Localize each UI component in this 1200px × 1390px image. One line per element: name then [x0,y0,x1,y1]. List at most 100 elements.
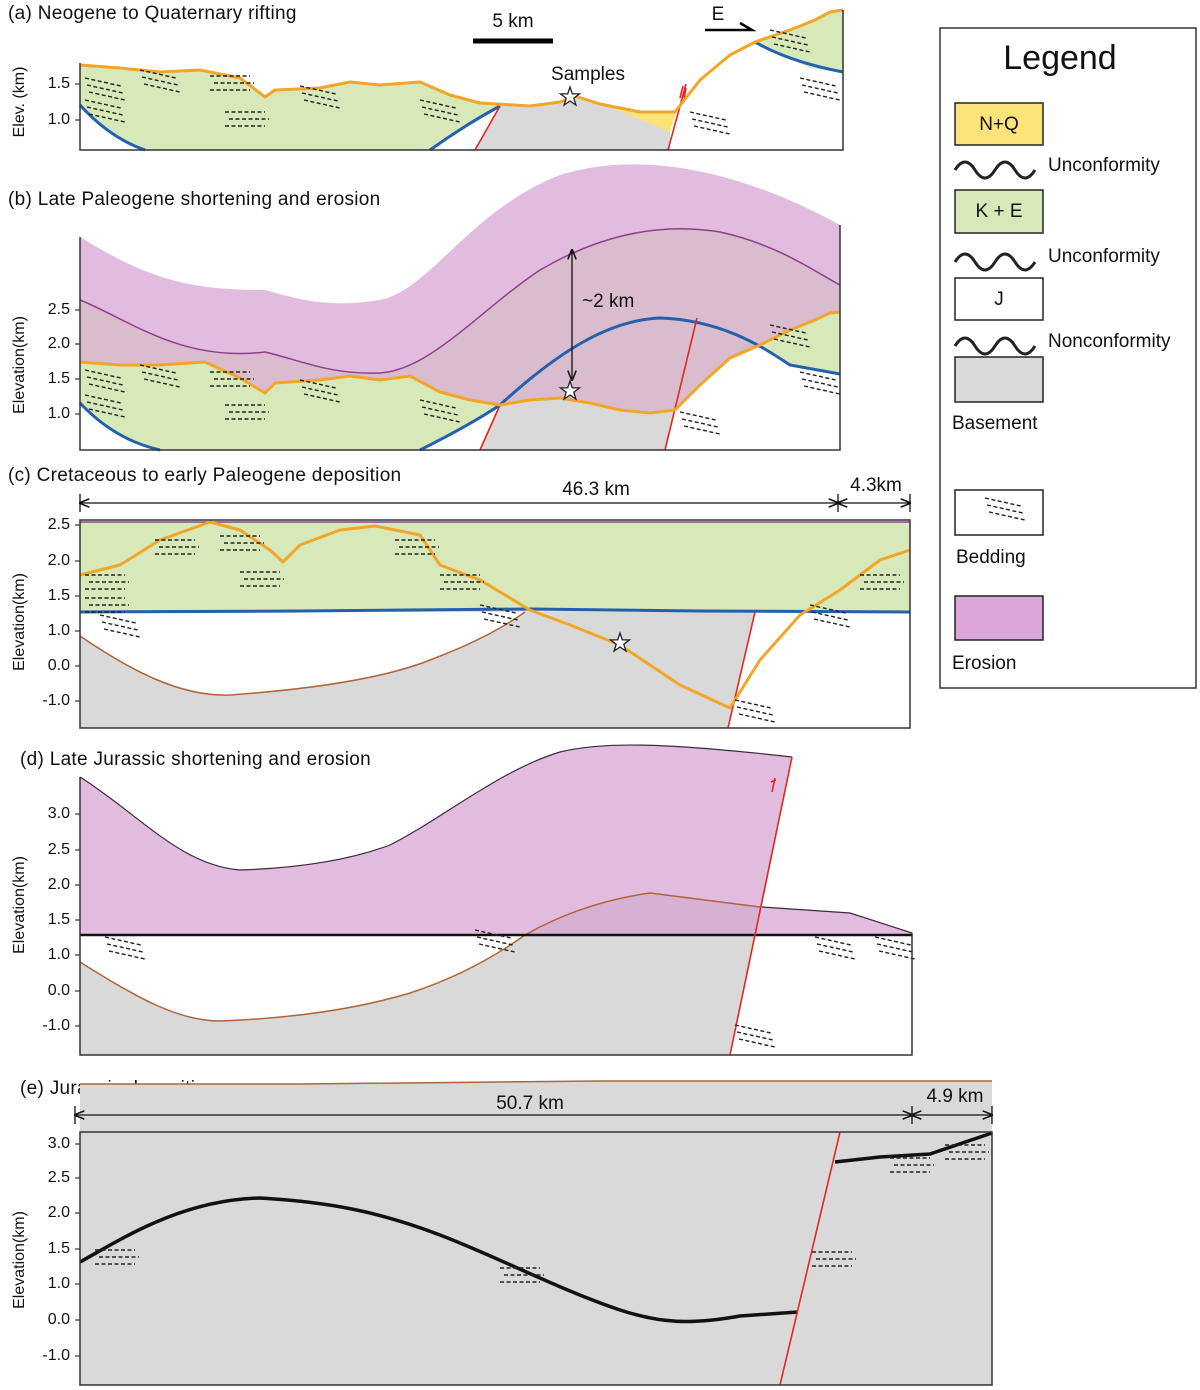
panel-title: (a) Neogene to Quaternary rifting [8,3,297,24]
legend-label: N+Q [979,114,1019,135]
y-tick-label: 2.0 [48,876,70,893]
y-tick-label: 1.0 [48,946,70,963]
y-tick-label: 2.0 [48,1204,70,1221]
y-tick-label: 1.5 [48,75,70,92]
basement [80,612,755,728]
legend-title: Legend [1003,39,1116,77]
kE-layer [80,362,500,450]
bedding [874,936,916,960]
erosion [80,164,840,374]
distance-label: 46.3 km [562,479,630,500]
unconformity-line [78,40,844,152]
y-tick-label: 2.0 [48,552,70,569]
topography [79,520,911,710]
basement [80,1081,992,1385]
legend-swatch [954,489,1044,536]
bedding [689,111,731,135]
y-tick-label: 1.5 [48,370,70,387]
panel-e: (e) Jurassic deposition 3.0 2.5 2.0 1.5 … [11,1078,993,1386]
legend-label: Unconformity [1048,155,1160,176]
bedding [814,936,856,960]
panel-title: (d) Late Jurassic shortening and erosion [20,749,371,770]
y-tick-label: -1.0 [42,1017,70,1034]
legend-swatch [954,356,1044,403]
legend-wave [953,160,1037,180]
y-tick-label: 2.5 [48,1169,70,1186]
distance-label: 50.7 km [496,1093,564,1114]
kE-layer [80,522,910,612]
y-tick-label: 3.0 [48,805,70,822]
nonconformity-line [80,1080,992,1085]
topography [79,310,841,415]
panel-b: (b) Late Paleogene shortening and erosio… [8,164,841,452]
legend: Legend N+Q Unconformity K + E Unconformi… [939,27,1197,689]
legend-swatch [954,189,1044,234]
legend-wave [953,252,1037,272]
legend-label: Erosion [952,653,1016,674]
scale-label: 5 km [492,11,533,32]
direction-arrow [705,21,757,32]
panel-frame [79,519,911,729]
fault [479,317,698,451]
fault [474,83,687,151]
panel-frame [79,777,913,1056]
y-axis-label: Elevation(km) [11,316,28,414]
distance-label: 4.9 km [926,1086,983,1107]
bedding [679,411,721,435]
y-tick-label: 1.5 [48,1240,70,1257]
y-tick-label: -1.0 [42,692,70,709]
bedding [104,936,146,960]
eroded-surface [79,227,841,374]
kE-layer [80,65,530,150]
legend-label: Nonconformity [1048,331,1171,352]
legend-label: Unconformity [1048,246,1160,267]
panel-d: (d) Late Jurassic shortening and erosion… [11,744,916,1056]
legend-label: Bedding [956,547,1026,568]
legend-label: Basement [952,413,1038,434]
kE-layer-east [755,10,843,72]
legend-swatch [954,102,1044,146]
legend-swatch [954,277,1044,321]
bedding [799,371,841,395]
legend-label: J [994,289,1004,310]
bedding [99,614,141,638]
y-axis-label: Elevation(km) [11,856,28,954]
panel-title: (c) Cretaceous to early Paleogene deposi… [8,465,401,486]
y-tick-label: 0.0 [48,657,70,674]
y-tick-label: 1.0 [48,622,70,639]
y-tick-label: -1.0 [42,1347,70,1364]
bedding [734,1024,776,1048]
dimension-ticks [79,494,911,512]
bedding [734,699,776,723]
nonconformity-line [79,892,761,1022]
y-tick-label: 1.5 [48,587,70,604]
y-tick-label: 3.0 [48,1135,70,1152]
legend-swatch [954,595,1044,641]
j-layer [80,403,500,450]
panel-a: (a) Neogene to Quaternary rifting 1.5 1.… [8,3,844,152]
y-axis-label: Elevation(km) [11,1211,28,1309]
y-tick-label: 1.0 [48,1275,70,1292]
panel-frame [79,1131,993,1386]
fault [729,756,793,1056]
y-tick-label: 0.0 [48,982,70,999]
y-tick-label: 2.5 [48,301,70,318]
eroded-section [80,228,840,413]
thickness-label: ~2 km [582,291,634,312]
kE-layer-east [730,312,840,374]
y-tick-label: 1.0 [48,111,70,128]
samples-label: Samples [551,64,625,85]
y-tick-label: 1.5 [48,911,70,928]
y-tick-label: 0.0 [48,1311,70,1328]
y-axis-label: Elev. (km) [11,67,28,138]
topography [79,8,844,114]
y-tick-label: 2.5 [48,841,70,858]
distance-label: 4.3km [850,475,902,496]
y-axis-label: Elevation(km) [11,573,28,671]
direction-label: E [712,4,725,25]
panel-frame [79,10,844,151]
panel-title: (b) Late Paleogene shortening and erosio… [8,189,381,210]
erosion [80,745,912,935]
